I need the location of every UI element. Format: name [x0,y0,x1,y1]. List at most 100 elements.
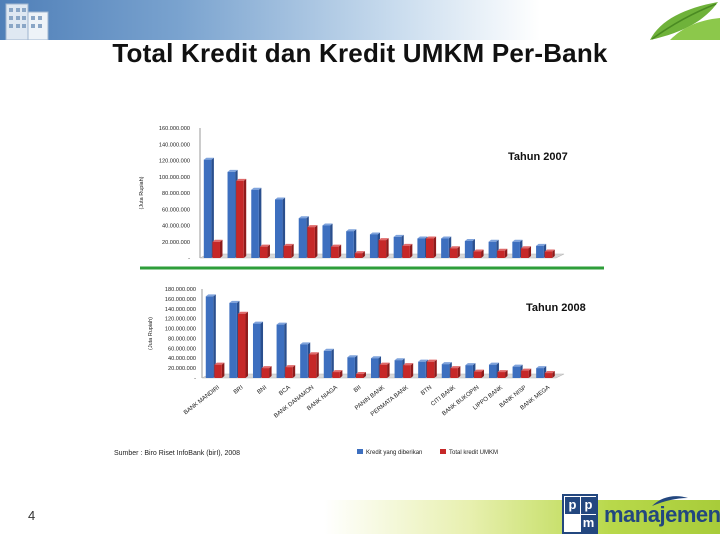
bar-top-2007-9-0 [417,236,428,239]
legend-swatch-umkm [440,449,446,454]
bar-side-2008-11-1 [481,369,484,378]
bar-side-2007-8-1 [409,243,413,258]
bar-top-2007-12-1 [497,248,508,251]
y-tick-label-2008-3: 120.000.000 [165,317,196,323]
bar-2008-3-0 [276,324,285,378]
bar-2007-5-0 [322,225,331,258]
bar-top-2008-1-1 [237,311,248,314]
bar-2008-5-1 [332,372,340,378]
y-axis-label-2007: (Juta Rupiah) [139,176,145,209]
bar-side-2007-3-0 [282,197,286,258]
bar-side-2008-3-0 [284,322,287,378]
bar-2008-10-1 [450,368,458,378]
y-tick-label-2007-7: 20.000.000 [162,240,190,246]
bar-2007-8-1 [402,245,410,258]
bar-2008-4-1 [308,354,317,378]
bar-2007-4-0 [298,218,307,258]
bar-top-2008-0-0 [205,294,216,297]
logo-letter-m: m [581,515,596,532]
logo-name: manajemen [604,502,720,527]
slide-title: Total Kredit dan Kredit UMKM Per-Bank [112,38,608,68]
y-tick-label-2008-9: - [194,376,196,382]
bar-side-2008-7-1 [387,362,390,378]
bar-2007-10-0 [441,238,449,258]
y-tick-label-2007-6: 40.000.000 [162,224,190,230]
bar-side-2008-3-1 [292,365,296,378]
y-tick-label-2007-4: 80.000.000 [162,191,190,197]
bar-side-2008-6-1 [363,372,366,378]
bar-top-2007-14-0 [536,243,547,246]
bar-side-2007-5-1 [338,244,342,258]
bar-side-2008-5-1 [339,370,343,378]
bar-2007-6-0 [346,231,354,258]
bar-side-2008-13-1 [528,368,532,378]
bar-2007-8-0 [393,236,402,258]
y-tick-label-2008-2: 140.000.000 [165,307,196,313]
bar-2007-3-0 [274,199,283,258]
y-tick-label-2007-2: 120.000.000 [159,159,190,165]
x-category-label-0: BANK MANDIRI [183,385,221,417]
bar-top-2007-5-0 [322,223,333,226]
bar-2007-0-0 [203,159,212,258]
bar-side-2007-13-1 [528,246,532,258]
bar-top-2008-2-0 [252,321,264,324]
bar-top-2008-13-1 [521,368,532,371]
bar-top-2007-6-1 [354,251,365,254]
logo-letter-p2: p [581,497,596,514]
bar-side-2008-14-1 [552,371,555,378]
bar-top-2008-10-1 [450,366,461,369]
bar-top-2008-9-0 [418,359,429,362]
legend-label-umkm: Total kredit UMKM [449,450,498,456]
legend-swatch-kredit [357,449,363,454]
bar-top-2008-6-0 [347,355,358,358]
y-axis-label-2008: (Juta Rupiah) [148,317,154,350]
bar-top-2007-2-0 [251,187,262,190]
bar-top-2007-11-1 [473,249,484,252]
bar-top-2008-8-1 [403,363,414,366]
bar-side-2008-1-1 [245,311,248,378]
bar-top-2007-0-1 [212,239,223,242]
bar-side-2008-10-1 [457,366,461,378]
bar-side-2008-8-1 [410,363,414,378]
bar-2008-11-1 [473,371,482,378]
bar-top-2008-11-1 [473,369,484,372]
x-category-label-1: BRI [233,385,245,396]
bar-side-2007-6-0 [353,229,357,258]
page-number: 4 [28,508,36,523]
bar-side-2008-6-0 [354,355,358,378]
y-tick-label-2008-5: 80.000.000 [168,336,196,342]
bar-top-2007-14-1 [544,249,555,252]
bar-2008-14-1 [544,373,553,378]
bar-side-2007-4-1 [314,225,318,258]
bar-top-2008-1-0 [229,300,240,303]
bar-2007-2-1 [259,246,268,258]
bar-2008-6-1 [355,374,364,378]
bar-top-2007-10-0 [441,236,452,239]
bar-side-2008-12-1 [505,370,508,378]
bar-2007-7-0 [369,234,378,258]
y-tick-label-2007-8: - [188,256,190,262]
bar-top-2008-3-0 [276,322,287,325]
y-tick-label-2007-3: 100.000.000 [159,175,190,181]
bar-top-2008-7-1 [379,362,390,365]
bar-2008-6-0 [347,357,355,378]
bar-top-2007-13-0 [512,239,523,242]
bar-2008-12-0 [488,364,497,378]
bar-top-2008-7-0 [370,356,382,359]
bar-top-2007-7-0 [369,232,381,235]
chart-annotation-2007: Tahun 2007 [508,151,568,163]
ppm-logo-mark: p p m [562,494,598,534]
bar-top-2007-13-1 [520,246,532,249]
bar-top-2007-2-1 [259,244,270,247]
bar-2007-2-0 [251,189,259,258]
bar-2007-12-0 [488,241,497,258]
bar-side-2008-9-1 [434,359,437,378]
bar-2007-1-0 [227,171,236,258]
bar-2008-4-0 [300,344,308,378]
bar-top-2008-6-1 [355,372,366,375]
bar-2007-3-1 [283,245,292,258]
bar-top-2008-12-1 [497,370,508,373]
bar-top-2007-7-1 [378,238,389,241]
bar-2008-9-1 [426,361,435,378]
bar-side-2008-2-1 [269,366,272,378]
